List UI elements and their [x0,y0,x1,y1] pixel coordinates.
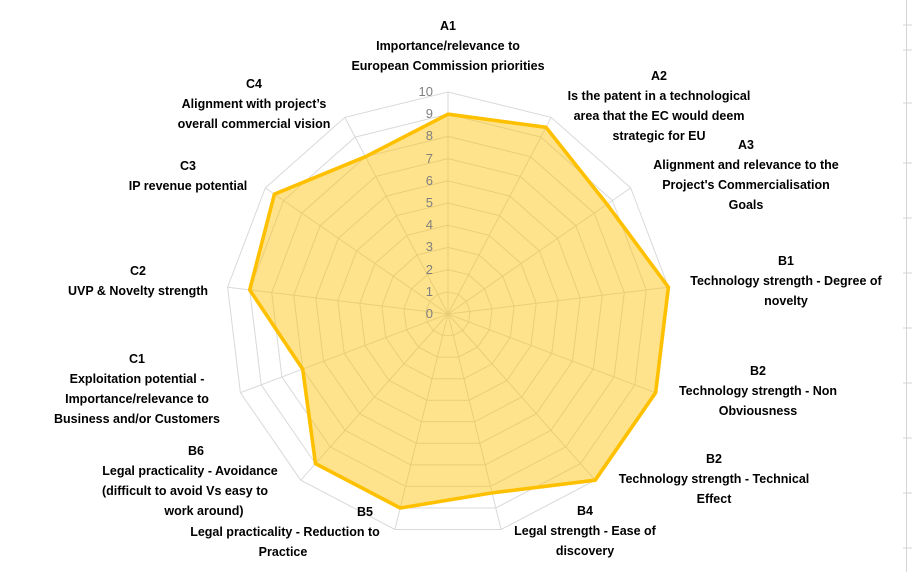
category-label-c1-line1: Exploitation potential - [69,372,205,386]
grid-ring-10 [227,91,669,530]
data-series-polygon [247,112,671,510]
category-label-c4-line1: Alignment with project’s [181,97,327,111]
category-label-b4-line1: Legal strength - Ease of [514,524,656,538]
axis-spoke-c1 [240,313,449,394]
radial-tick-5: 5 [425,195,433,210]
radial-tick-9: 9 [425,106,433,122]
category-label-b1-code: B1 [778,254,794,268]
category-label-b2-line2: Effect [696,492,732,506]
category-label-a3-line3: Goals [728,198,764,212]
category-label-c3-code: C3 [180,159,196,173]
category-label-c4-line2: overall commercial vision [177,117,331,131]
category-label-a3-line2: Project's Commercialisation [662,178,830,192]
category-label-a3-line1: Alignment and relevance to the [653,158,839,172]
grid-ring-9 [249,113,647,509]
category-label-b1-line2: novelty [764,294,808,308]
category-label-a2-line3: strategic for EU [612,129,706,143]
category-label-b6-line3: work around) [164,504,244,518]
category-label-c1-code: C1 [129,352,145,366]
category-label-a2-line2: area that the EC would deem [573,109,745,123]
axis-spoke-a2 [447,117,552,315]
radial-tick-4: 4 [425,217,433,233]
category-label-b2-line2: Obviousness [718,404,798,418]
axis-spoke-a3 [447,187,631,315]
grid-ring-8 [271,135,625,487]
axis-spoke-b6 [300,313,449,481]
category-label-b2-code: B2 [750,364,766,378]
grid-ring-4 [359,224,537,401]
radial-tick-8: 8 [425,128,433,144]
category-label-b4-code: B4 [577,504,593,518]
category-label-a2-line1: Is the patent in a technological [567,89,751,103]
axis-spoke-c4 [344,117,449,315]
grid-ring-6 [315,180,581,444]
category-label-b6-line1: Legal practicality - Avoidance [102,464,278,478]
category-label-c2-line1: UVP & Novelty strength [67,284,209,298]
category-label-b4-line2: discovery [555,544,615,558]
axis-spoke-b2 [447,313,596,481]
grid-ring-3 [381,246,515,380]
axis-spoke-b2 [447,313,656,394]
radial-tick-6: 6 [425,172,433,188]
axis-spoke-c2 [227,286,449,315]
category-label-c1-line3: Business and/or Customers [53,412,220,426]
grid-ring-5 [337,202,559,423]
category-label-b2-code: B2 [706,452,722,466]
axis-spoke-c3 [265,187,449,315]
category-label-c4-code: C4 [246,77,262,91]
category-label-a3-code: A3 [738,138,754,152]
axis-spoke-b5 [394,313,449,530]
grid-ring-2 [403,269,493,358]
category-label-a1-line1: Importance/relevance to [376,39,520,53]
category-label-b5-code: B5 [357,505,373,519]
category-label-c1-line2: Importance/relevance to [65,392,209,406]
grid-ring-1 [425,291,471,337]
category-label-b5-line2: Practice [258,545,308,559]
radial-tick-0: 0 [425,306,433,321]
category-label-a1-code: A1 [440,19,456,33]
category-label-c2-code: C2 [130,264,146,278]
axis-spoke-b1 [447,286,669,315]
category-label-b2-line1: Technology strength - Non [678,384,838,398]
category-label-a1-line2: European Commission priorities [351,59,545,73]
grid-ring-7 [293,158,603,466]
category-label-c3-line1: IP revenue potential [128,179,248,193]
radial-tick-7: 7 [425,150,433,166]
radial-tick-1: 1 [425,283,433,299]
category-label-b5-line1: Legal practicality - Reduction to [190,525,380,539]
radial-tick-2: 2 [425,261,433,277]
category-label-b6-line2: (difficult to avoid Vs easy to [102,484,268,498]
category-label-b1-line1: Technology strength - Degree of [690,274,882,288]
category-label-b2-line1: Technology strength - Technical [618,472,810,486]
radial-tick-3: 3 [425,239,433,255]
category-label-b6-code: B6 [188,444,204,458]
radial-tick-10: 10 [418,84,433,99]
category-label-a2-code: A2 [651,69,667,83]
